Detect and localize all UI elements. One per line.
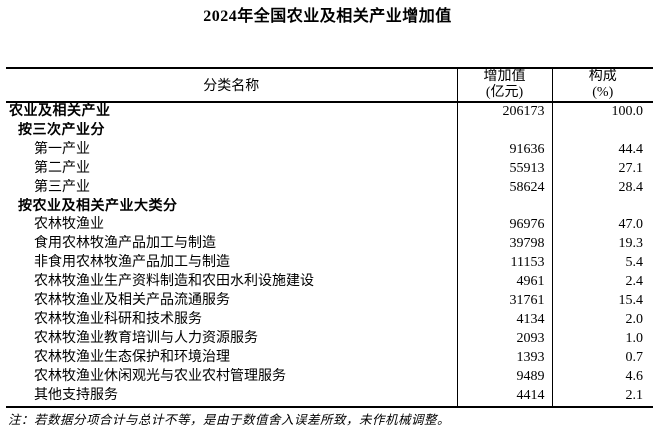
- category-cell: 第一产业: [34, 141, 90, 157]
- column-header-added-value-line2: (亿元): [485, 85, 524, 100]
- table-header-row: 分类名称 增加值 (亿元) 构成 (%): [6, 68, 653, 102]
- share-cell: 100.0: [551, 102, 653, 122]
- value-cell: 4414: [456, 386, 552, 407]
- category-cell: 按三次产业分: [18, 122, 105, 138]
- column-header-composition: 构成 (%): [551, 68, 653, 102]
- share-cell: 2.4: [551, 273, 653, 293]
- table-row: 按农业及相关产业大类分: [6, 197, 653, 217]
- table-header: 分类名称 增加值 (亿元) 构成 (%): [6, 68, 653, 102]
- table-row: 第三产业 58624 28.4: [6, 178, 653, 198]
- value-cell: 96976: [456, 216, 552, 236]
- column-header-composition-line1: 构成: [588, 69, 617, 84]
- table-body: 农业及相关产业 206173 100.0 按三次产业分 第一产业 91636 4…: [6, 102, 653, 407]
- share-cell: 47.0: [551, 216, 653, 236]
- share-cell: 0.7: [551, 348, 653, 368]
- category-cell: 农林牧渔业及相关产品流通服务: [34, 293, 230, 309]
- category-cell: 非食用农林牧渔产品加工与制造: [34, 255, 230, 271]
- table-row: 其他支持服务 4414 2.1: [6, 386, 653, 407]
- table-row: 第一产业 91636 44.4: [6, 140, 653, 160]
- value-cell: 9489: [456, 367, 552, 387]
- value-cell: 39798: [456, 235, 552, 255]
- value-cell: 31761: [456, 292, 552, 311]
- column-header-added-value: 增加值 (亿元): [456, 68, 552, 102]
- category-cell: 农林牧渔业休闲观光与农业农村管理服务: [34, 368, 286, 384]
- category-cell: 农林牧渔业教育培训与人力资源服务: [34, 330, 258, 346]
- table-row: 农业及相关产业 206173 100.0: [6, 102, 653, 122]
- footnote: 注：若数据分项合计与总计不等，是由于数值舍入误差所致，未作机械调整。: [8, 412, 451, 427]
- table-row: 农林牧渔业 96976 47.0: [6, 216, 653, 236]
- column-header-added-value-line1: 增加值: [483, 69, 526, 84]
- value-cell: 91636: [456, 140, 552, 160]
- table-row: 农林牧渔业休闲观光与农业农村管理服务 9489 4.6: [6, 367, 653, 387]
- column-header-composition-line2: (%): [592, 85, 614, 100]
- value-cell: [456, 121, 552, 141]
- table-row: 农林牧渔业生态保护和环境治理 1393 0.7: [6, 348, 653, 368]
- share-cell: [551, 121, 653, 141]
- share-cell: 19.3: [551, 235, 653, 255]
- category-cell: 农林牧渔业生态保护和环境治理: [34, 349, 230, 365]
- value-cell: [456, 197, 552, 217]
- table-row: 按三次产业分: [6, 121, 653, 141]
- share-cell: 2.0: [551, 310, 653, 330]
- value-cell: 55913: [456, 159, 552, 179]
- value-cell: 2093: [456, 329, 552, 349]
- category-cell: 第三产业: [34, 179, 90, 195]
- value-cell: 58624: [456, 178, 552, 198]
- statistics-table: 分类名称 增加值 (亿元) 构成 (%) 农业及相关产业 206173 100.…: [6, 67, 653, 408]
- table-row: 食用农林牧渔产品加工与制造 39798 19.3: [6, 235, 653, 255]
- table-row: 第二产业 55913 27.1: [6, 159, 653, 179]
- category-cell: 食用农林牧渔产品加工与制造: [34, 236, 216, 252]
- table-row: 农林牧渔业生产资料制造和农田水利设施建设 4961 2.4: [6, 273, 653, 293]
- value-cell: 1393: [456, 348, 552, 368]
- share-cell: [551, 197, 653, 217]
- share-cell: 5.4: [551, 254, 653, 274]
- column-header-category: 分类名称: [203, 79, 260, 94]
- share-cell: 2.1: [551, 386, 653, 407]
- share-cell: 4.6: [551, 367, 653, 387]
- category-cell: 农林牧渔业生产资料制造和农田水利设施建设: [34, 274, 314, 290]
- category-cell: 其他支持服务: [34, 387, 118, 403]
- table-row: 农林牧渔业及相关产品流通服务 31761 15.4: [6, 292, 653, 311]
- value-cell: 4134: [456, 310, 552, 330]
- category-cell: 农林牧渔业科研和技术服务: [34, 311, 202, 327]
- category-cell: 农林牧渔业: [34, 217, 104, 233]
- category-cell: 农业及相关产业: [9, 104, 111, 119]
- table-row: 农林牧渔业科研和技术服务 4134 2.0: [6, 310, 653, 330]
- value-cell: 11153: [456, 254, 552, 274]
- share-cell: 1.0: [551, 329, 653, 349]
- value-cell: 4961: [456, 273, 552, 293]
- category-cell: 按农业及相关产业大类分: [18, 198, 178, 214]
- value-cell: 206173: [456, 102, 552, 122]
- category-cell: 第二产业: [34, 160, 90, 176]
- table-row: 非食用农林牧渔产品加工与制造 11153 5.4: [6, 254, 653, 274]
- table-row: 农林牧渔业教育培训与人力资源服务 2093 1.0: [6, 329, 653, 349]
- share-cell: 28.4: [551, 178, 653, 198]
- share-cell: 15.4: [551, 292, 653, 311]
- page-title: 2024年全国农业及相关产业增加值: [203, 8, 452, 25]
- share-cell: 27.1: [551, 159, 653, 179]
- share-cell: 44.4: [551, 140, 653, 160]
